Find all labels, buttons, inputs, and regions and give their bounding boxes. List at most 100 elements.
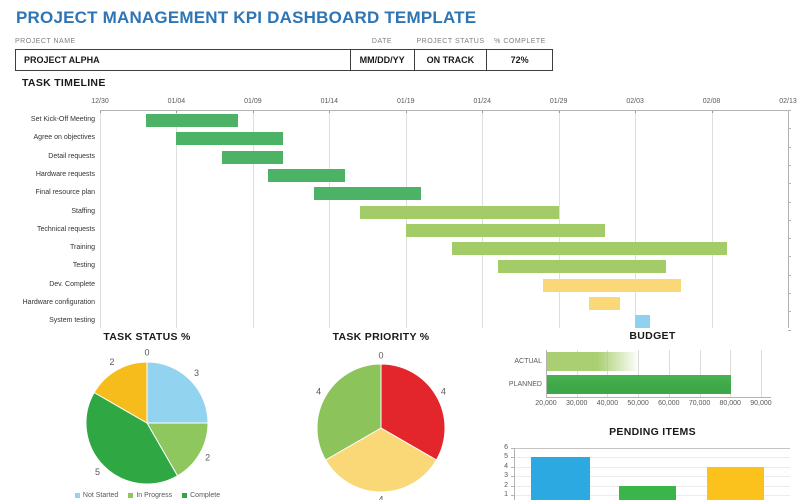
pending-bar [619,485,676,500]
gantt-top-axis [100,110,788,111]
project-name-value: PROJECT ALPHA [24,55,100,65]
gantt-axis-tick [482,110,484,113]
gantt-task-label: Technical requests [37,225,95,233]
gantt-gridline [252,110,254,328]
priority-pie-title: TASK PRIORITY % [332,331,430,343]
project-complete-value: 72% [486,50,552,70]
budget-baseline [546,397,771,398]
gantt-right-axis-tick [788,146,791,148]
pending-y-axis [514,447,515,500]
legend-item: Complete [182,492,220,499]
gantt-right-axis-tick [788,183,791,185]
gantt-axis-tick [176,110,178,113]
legend-swatch [128,493,134,498]
pie-slice [146,361,209,424]
gantt-right-axis-tick [788,256,791,258]
budget-axis-tick-label: 40,000 [596,400,619,407]
budget-category-label: PLANNED [508,381,542,388]
table-row: PROJECT ALPHA MM/DD/YY ON TRACK 72% [15,49,553,71]
col-header-date: DATE [371,38,393,45]
gantt-task-label: Hardware configuration [22,299,95,306]
pending-axis-tick-label: 2 [504,481,508,489]
task-status-pie-chart: 0 3 2 5 2 [85,347,210,485]
project-status-value: ON TRACK [413,50,487,70]
gantt-axis-tick [100,110,101,113]
gantt-right-axis-tick [788,293,791,294]
gantt-right-axis-tick [788,219,791,221]
pie-slice [85,391,179,485]
gantt-axis-tick [711,110,713,113]
gantt-bar [314,187,422,201]
budget-gridline [638,350,640,397]
pending-axis-tick [511,485,514,487]
gantt-task-label: Training [69,244,95,252]
budget-gridline [699,350,701,397]
pie-slice-label: 2 [205,452,210,462]
budget-gridline [760,350,762,397]
pending-items-title: PENDING ITEMS [609,426,696,438]
pie-slice [324,427,438,493]
pending-axis-tick-label: 4 [504,462,508,470]
gantt-task-label: System testing [49,317,95,325]
gantt-bar [359,205,559,219]
pie-slice-label: 2 [109,357,114,367]
budget-axis-tick-label: 50,000 [627,400,649,407]
gantt-task-label: Final resource plan [35,189,95,197]
gantt-bar [451,242,727,256]
pending-bar [531,457,590,500]
col-header-status: PROJECT STATUS [416,38,485,45]
gantt-gridline [100,110,101,328]
pie-slice-label: 4 [316,386,321,396]
gantt-gridline [482,110,484,328]
gantt-bar [176,132,284,146]
gantt-bar [497,260,666,274]
legend-label: Complete [190,492,221,499]
pending-gridline [514,476,790,478]
gantt-axis-tick-label: 01/19 [397,98,415,105]
gantt-right-axis [788,110,789,328]
legend-item: Not Started [74,492,119,499]
pie-slice-label: 5 [95,467,100,477]
gantt-section-title: TASK TIMELINE [22,77,106,89]
pending-gridline [514,466,790,468]
gantt-chart: 12/30 01/04 01/09 01/14 01/19 01/24 01/29 02/03… [22,98,797,331]
task-priority-pie-chart: 0 4 4 4 [316,350,446,500]
status-pie-title: TASK STATUS % [103,331,191,343]
gantt-task-label: Testing [72,262,95,270]
gantt-axis-tick-label: 01/24 [473,98,491,105]
pie-slice [93,361,148,424]
legend-item: In Progress [128,492,172,499]
gantt-task-label: Detail requests [48,152,95,160]
budget-gridline [576,350,578,397]
pending-axis-tick-label: 6 [504,443,508,451]
gantt-gridline [405,110,407,328]
gantt-axis-tick [252,110,254,113]
budget-axis-tick-label: 70,000 [688,400,711,407]
gantt-bar [543,278,681,292]
gantt-axis-tick [405,110,407,113]
gantt-right-axis-tick [788,110,791,111]
legend-label: Not Started [82,492,119,499]
pie-slice [146,422,209,477]
col-header-complete: % COMPLETE [494,38,546,45]
pending-gridline [514,447,790,449]
pending-axis-tick [511,447,514,449]
budget-bar [547,375,732,394]
gantt-axis-tick-label: 01/09 [244,98,262,105]
gantt-gridline [711,110,713,328]
pie-slice-label: 4 [441,386,446,396]
gantt-bar [405,223,605,237]
pie-slice [380,363,446,461]
budget-bar [547,352,640,371]
gantt-gridline [558,110,560,328]
gantt-task-label: Staffing [71,207,95,215]
gantt-axis-tick-label: 01/04 [167,98,186,105]
budget-title: BUDGET [629,330,676,342]
col-header-project-name: PROJECT NAME [15,38,76,45]
gantt-gridline [176,110,178,328]
pie-slice-label: 0 [378,350,383,360]
gantt-bar [589,297,620,310]
gantt-gridline [635,110,637,328]
gantt-axis-tick [558,110,560,113]
gantt-task-label: Hardware requests [35,170,95,178]
